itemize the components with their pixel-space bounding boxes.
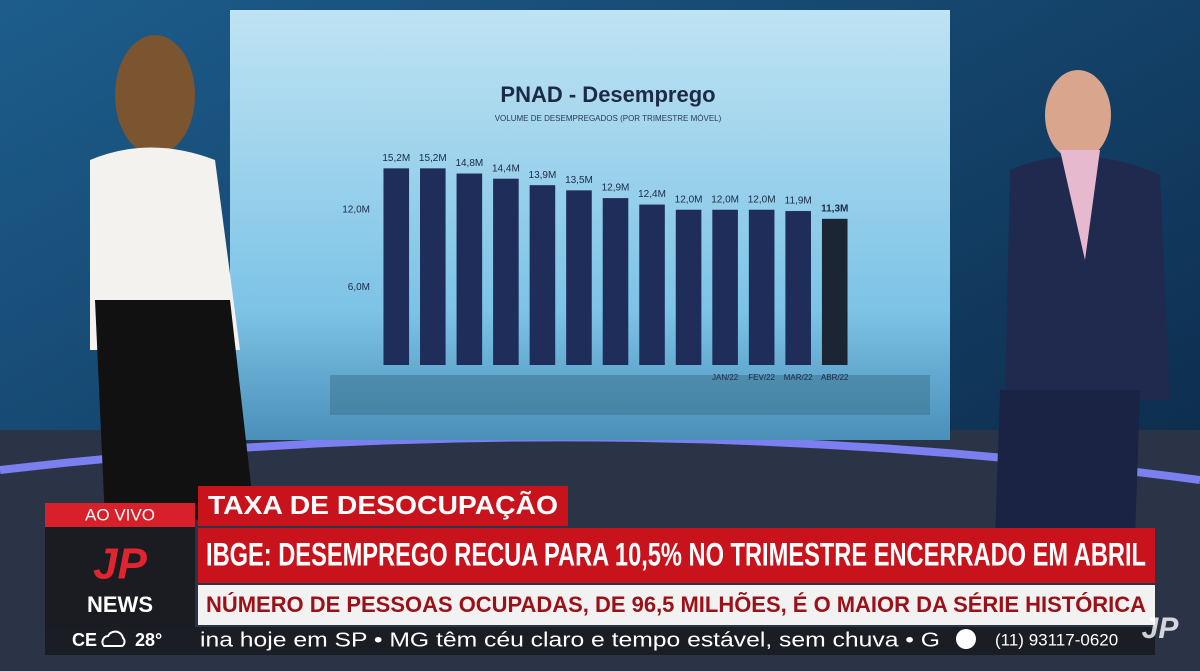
value-label: 12,0M (711, 194, 739, 205)
ticker-text: ina hoje em SP • MG têm céu claro e temp… (200, 629, 940, 651)
bar (675, 209, 702, 365)
headline: IBGE: DESEMPREGO RECUA PARA 10,5% NO TRI… (206, 536, 1146, 572)
bar (566, 190, 592, 365)
value-label: 14,8M (455, 158, 483, 169)
value-label: 11,9M (785, 196, 812, 207)
value-label: 15,2M (419, 153, 447, 164)
y-tick-label: 6,0M (348, 282, 370, 293)
tag-box (198, 486, 568, 526)
phone-number: (11) 93117-0620 (995, 630, 1118, 649)
bar (748, 209, 775, 365)
bar (602, 198, 629, 365)
subheadline-box (198, 585, 1155, 625)
tag-label: TAXA DE DESOCUPAÇÃO (208, 490, 558, 520)
presenter-right (995, 70, 1170, 540)
value-label: 12,4M (638, 189, 666, 200)
bar (785, 211, 811, 365)
x-tick-label: ABR/22 (821, 373, 849, 382)
bar (493, 178, 519, 365)
weather-icon (101, 630, 126, 647)
value-label: 13,9M (529, 170, 557, 181)
x-tick-label: JAN/22 (712, 373, 739, 382)
live-label: AO VIVO (85, 505, 155, 524)
bar (456, 173, 483, 365)
chart-subtitle: VOLUME DE DESEMPREGADOS (POR TRIMESTRE M… (495, 114, 722, 123)
logo-box (45, 527, 195, 627)
bar (383, 168, 410, 365)
logo-jp: JP (93, 540, 147, 589)
headline-box (198, 528, 1155, 583)
bar (712, 209, 738, 365)
value-label: 11,3M (821, 203, 848, 214)
bar (639, 204, 665, 365)
corner-logo: JP (1142, 612, 1180, 645)
value-label: 15,2M (382, 153, 410, 164)
x-tick-label: MAR/22 (784, 373, 813, 382)
whatsapp-icon (956, 629, 976, 649)
value-label: 12,0M (748, 194, 776, 205)
weather-city: CE (72, 630, 97, 650)
y-tick-label: 12,0M (342, 204, 370, 215)
chart-title: PNAD - Desemprego (500, 82, 715, 107)
value-label: 13,5M (565, 175, 593, 186)
x-tick-label: FEV/22 (748, 373, 775, 382)
chart: PNAD - Desemprego VOLUME DE DESEMPREGADO… (342, 82, 849, 382)
value-label: 12,9M (602, 183, 630, 194)
logo-news: NEWS (87, 592, 153, 617)
crowd-photo (330, 375, 930, 415)
value-label: 12,0M (675, 194, 703, 205)
value-label: 14,4M (492, 163, 520, 174)
live-box (45, 503, 195, 527)
bar (821, 218, 848, 365)
bar (420, 168, 446, 365)
bar (529, 185, 556, 365)
presenter-left (90, 35, 255, 520)
weather-temp: 28° (135, 630, 162, 650)
subheadline: NÚMERO DE PESSOAS OCUPADAS, DE 96,5 MILH… (206, 592, 1146, 617)
